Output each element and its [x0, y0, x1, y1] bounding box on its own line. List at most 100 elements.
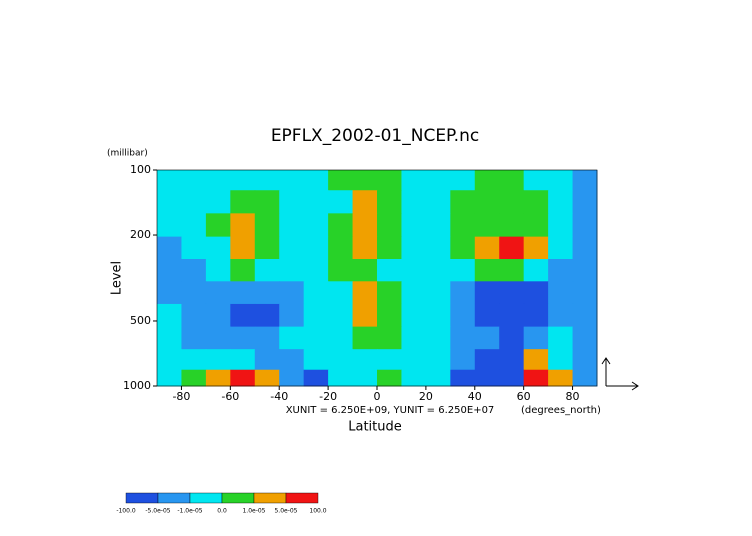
contour-cell [377, 190, 402, 214]
contour-cell [279, 236, 305, 260]
contour-cell [401, 326, 427, 350]
contour-cell [474, 213, 500, 238]
contour-cell [425, 213, 451, 238]
vector-note: XUNIT = 6.250E+09, YUNIT = 6.250E+07 [286, 405, 495, 416]
contour-cell [352, 259, 378, 282]
contour-cell [474, 236, 500, 260]
contour-cell [328, 236, 354, 260]
contour-cell [157, 170, 182, 191]
contour-cell [377, 281, 402, 305]
contour-cell [254, 349, 280, 371]
y-tick-label: 200 [130, 228, 151, 241]
contour-cell [548, 369, 574, 387]
contour-cell [352, 213, 378, 238]
contour-cell [548, 303, 574, 328]
colorbar-label: 100.0 [309, 508, 326, 515]
contour-cell [401, 170, 427, 191]
contour-cell [474, 369, 500, 387]
contour-cell [205, 236, 231, 260]
contour-cell [499, 369, 525, 387]
colorbar-label: -5.0e-05 [145, 508, 170, 515]
colorbar-box [285, 492, 319, 504]
y-axis-label: Level [110, 261, 125, 295]
contour-cell [572, 326, 598, 350]
x-tick-label: 60 [517, 390, 531, 403]
contour-cell [474, 190, 500, 214]
contour-cell [425, 326, 451, 350]
contour-cell [205, 326, 231, 350]
contour-cell [499, 281, 525, 305]
contour-cell [254, 213, 280, 238]
contour-cell [181, 259, 207, 282]
contour-cell [425, 190, 451, 214]
contour-cell [548, 213, 574, 238]
contour-cell [181, 190, 207, 214]
contour-cell [377, 236, 402, 260]
contour-cell [377, 349, 402, 371]
contour-cell [303, 349, 329, 371]
contour-cell [205, 170, 231, 191]
contour-cell [254, 369, 280, 387]
contour-cell [548, 259, 574, 282]
contour-cell [254, 259, 280, 282]
contour-cell [328, 369, 354, 387]
contour-cell [181, 236, 207, 260]
contour-cell [181, 326, 207, 350]
x-axis-label: Latitude [348, 420, 402, 435]
contour-cell [205, 349, 231, 371]
colorbar-box [157, 492, 191, 504]
contour-cell [572, 259, 598, 282]
contour-cell [450, 236, 476, 260]
contour-cell [450, 303, 476, 328]
contour-cell [401, 190, 427, 214]
contour-cell [425, 170, 451, 191]
contour-cell [425, 369, 451, 387]
colorbar-label: -100.0 [116, 508, 136, 515]
contour-cell [254, 190, 280, 214]
contour-cell [572, 303, 598, 328]
contour-cell [279, 190, 305, 214]
contour-cell [230, 326, 256, 350]
contour-cell [523, 190, 549, 214]
contour-cell [499, 326, 525, 350]
contour-cell [474, 349, 500, 371]
colorbar-label: 1.0e-05 [242, 508, 265, 515]
contour-cell [230, 259, 256, 282]
contour-cell [328, 170, 354, 191]
contour-cell [181, 281, 207, 305]
contour-cell [548, 190, 574, 214]
contour-cell [499, 170, 525, 191]
contour-cell [157, 259, 182, 282]
contour-cell [230, 281, 256, 305]
contour-cell [450, 259, 476, 282]
contour-cell [205, 281, 231, 305]
contour-cell [303, 236, 329, 260]
x-tick-label: -40 [270, 390, 288, 403]
contour-cell [303, 303, 329, 328]
contour-cell [328, 259, 354, 282]
x-tick-label: -60 [221, 390, 239, 403]
contour-cell [328, 349, 354, 371]
contour-cell [254, 281, 280, 305]
contour-cell [572, 236, 598, 260]
contour-cell [523, 349, 549, 371]
contour-cell [401, 349, 427, 371]
contour-cell [303, 369, 329, 387]
contour-cell [450, 170, 476, 191]
contour-cell [303, 170, 329, 191]
contour-cell [279, 303, 305, 328]
y-tick-label: 1000 [123, 379, 151, 392]
contour-cell [352, 349, 378, 371]
contour-cell [377, 326, 402, 350]
y-unit-label: (millibar) [107, 149, 148, 159]
contour-cell [474, 259, 500, 282]
contour-cell [279, 349, 305, 371]
contour-cell [279, 213, 305, 238]
contour-cell [352, 236, 378, 260]
contour-cell [474, 326, 500, 350]
x-unit-label: (degrees_north) [521, 405, 601, 416]
x-tick-label: 0 [374, 390, 381, 403]
contour-cell [425, 349, 451, 371]
contour-cell [450, 326, 476, 350]
contour-cell [181, 303, 207, 328]
